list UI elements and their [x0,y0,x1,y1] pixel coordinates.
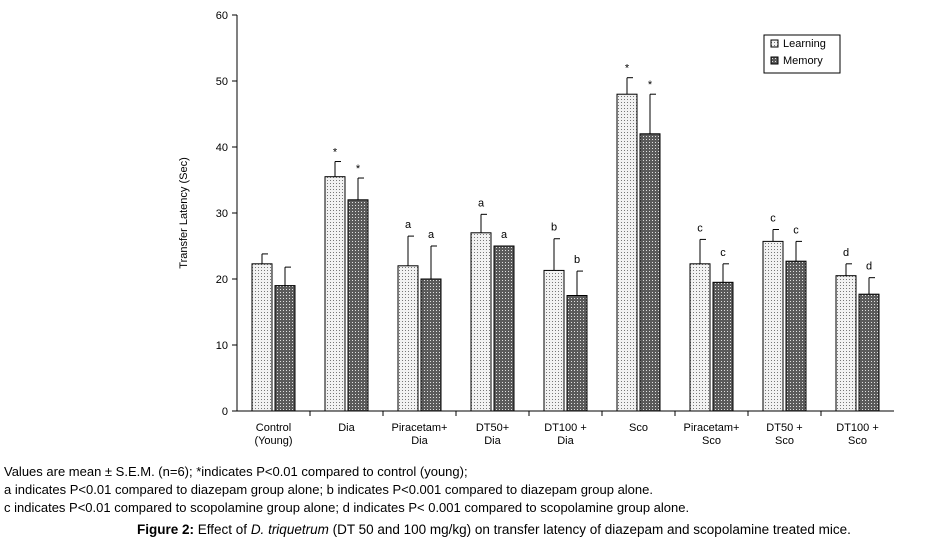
significance-label: a [405,219,412,231]
y-tick-label: 10 [216,340,228,352]
y-tick-label: 20 [216,274,228,286]
significance-label: a [501,229,508,241]
x-tick-label: Piracetam+ [684,422,740,434]
x-tick-label: Dia [411,435,428,447]
x-tick-label: Sco [848,435,867,447]
bar-chart: 0 10 20 30 40 50 60 Transfer Latency (Sec) Contr… [178,10,894,447]
x-tick-label: Sco [629,422,648,434]
legend-swatch-memory [770,56,779,65]
y-axis-label: Transfer Latency (Sec) [178,157,190,268]
x-tick-label: Control [256,422,291,434]
x-tick-label: Sco [775,435,794,447]
footnote-line: Values are mean ± S.E.M. (n=6); *indicat… [4,464,468,479]
significance-label: a [428,229,435,241]
significance-label: c [793,224,799,236]
bar-memory [858,293,880,412]
legend-swatch-learning [770,39,779,48]
significance-label: d [866,261,872,273]
bar-learning [324,176,346,412]
x-tick-label: Dia [557,435,574,447]
bar-learning [470,232,492,412]
x-tick-label: Dia [484,435,501,447]
x-tick-label: Piracetam+ [392,422,448,434]
x-tick-label: DT50 + [766,422,802,434]
axes: 0 10 20 30 40 50 60 Transfer Latency (Sec) Contr… [178,10,894,447]
significance-label: * [333,147,338,159]
caption-species: D. triquetrum [250,522,329,537]
significance-label: c [770,213,776,225]
x-tick-label: DT100 + [836,422,879,434]
bar-learning [397,265,419,412]
x-tick-label: Dia [338,422,355,434]
bar-memory [493,245,515,412]
significance-label: c [720,247,726,259]
bar-memory [347,199,369,412]
legend-label-memory: Memory [783,55,823,67]
legend-label-learning: Learning [783,38,826,50]
bar-learning [251,263,273,412]
bar-memory [785,260,807,412]
legend: Learning Memory [763,34,841,74]
y-tick-label: 0 [222,406,228,418]
significance-label: d [843,247,849,259]
y-tick-label: 60 [216,10,228,22]
bar-memory [639,133,661,412]
y-tick-label: 50 [216,76,228,88]
caption-text: Effect of [194,522,251,537]
bars-group: * a a b * c c d * a a b * c c d [251,63,880,412]
significance-label: a [478,197,485,209]
footnotes: Values are mean ± S.E.M. (n=6); *indicat… [4,463,689,517]
bar-memory [420,278,442,412]
bar-memory [712,281,734,412]
significance-label: c [697,222,703,234]
x-tick-label: DT50+ [476,422,509,434]
significance-label: * [648,79,653,91]
y-tick-label: 30 [216,208,228,220]
caption-text: (DT 50 and 100 mg/kg) on transfer latenc… [328,522,851,537]
significance-label: b [574,254,580,266]
significance-label: * [625,63,630,75]
x-tick-label: Sco [702,435,721,447]
x-tick-label: (Young) [254,435,292,447]
x-tick-label: DT100 + [544,422,587,434]
bar-learning [835,275,857,412]
figure-caption: Figure 2: Effect of D. triquetrum (DT 50… [137,522,851,537]
footnote-line: a indicates P<0.01 compared to diazepam … [4,482,653,497]
y-tick-label: 40 [216,142,228,154]
bar-memory [274,285,296,412]
bar-learning [543,269,565,412]
bar-learning [616,93,638,412]
caption-label: Figure 2: [137,522,195,537]
significance-label: * [356,163,361,175]
footnote-line: c indicates P<0.01 compared to scopolami… [4,500,690,515]
significance-label: b [551,222,557,234]
bar-learning [762,240,784,412]
bar-learning [689,263,711,412]
bar-memory [566,295,588,412]
